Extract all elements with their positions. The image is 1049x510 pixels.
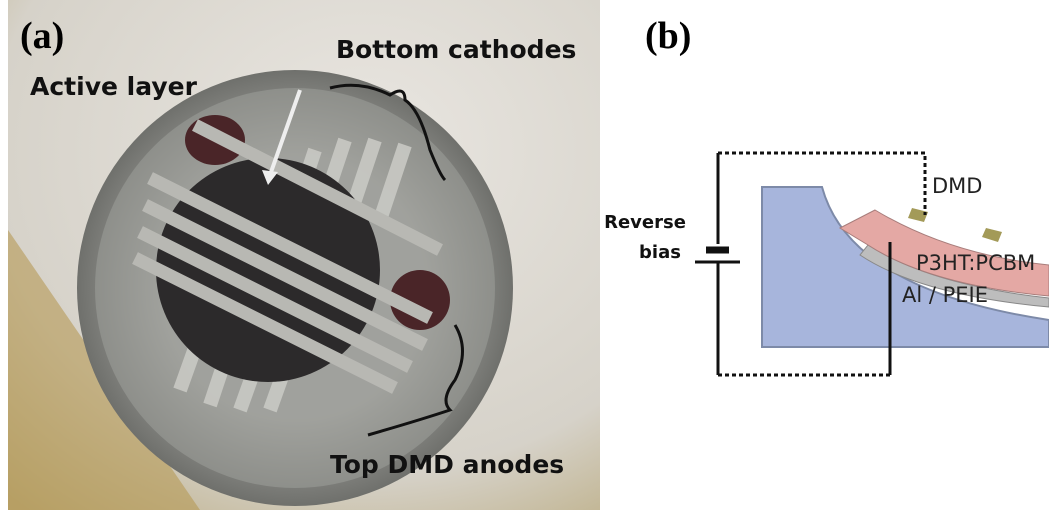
annotation: Active layer (30, 72, 198, 101)
annotation: Bottom cathodes (336, 35, 576, 64)
bias-label: bias (639, 242, 681, 263)
annotation: Top DMD anodes (330, 450, 564, 479)
figure: (a) Bottom cathodes Active layer Top DMD… (0, 0, 1049, 510)
layer-label: Al / PEIE (902, 283, 988, 307)
layer-label: P3HT:PCBM (916, 251, 1035, 275)
panel-label: (a) (20, 15, 64, 57)
layer-label: DMD (932, 174, 982, 198)
bias-label: Reverse (604, 212, 686, 233)
panel-label: (b) (645, 15, 691, 57)
